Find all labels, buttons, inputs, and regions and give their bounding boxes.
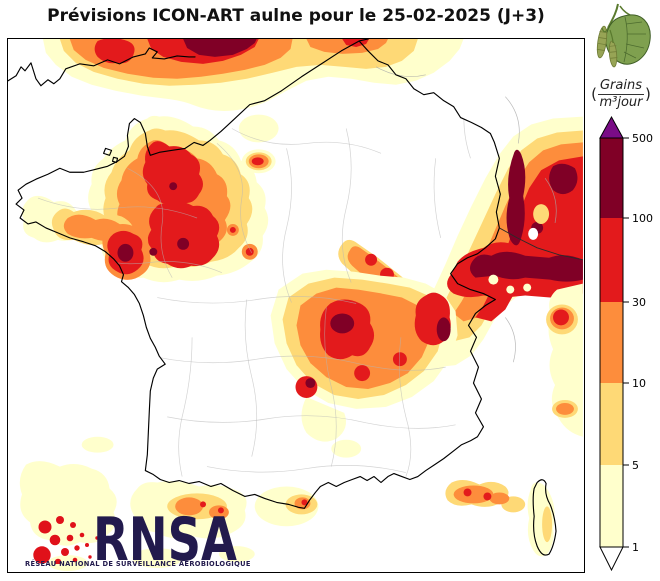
legend-tick-500: 500 [632,132,653,145]
unit-numerator: Grains [597,78,644,95]
department-borders [37,98,471,477]
channel-islands [103,147,119,163]
legend-band-1-5 [600,465,623,547]
legend-above-500-triangle [599,115,624,139]
swiss-german-border [499,227,583,261]
legend-tick-100: 100 [632,212,653,225]
legend-tick-1: 1 [632,541,639,554]
england-coastline [8,47,196,87]
unit-label: ( Grains m³jour ) [586,79,656,109]
legend-below-1-triangle [599,546,624,572]
rnsa-tagline: RÉSEAU NATIONAL DE SURVEILLANCE AÉROBIOL… [25,560,251,568]
map-frame [7,38,585,573]
unit-open-paren: ( [591,85,597,104]
unit-denominator: m³jour [599,94,643,110]
pollen-layer [19,39,583,571]
legend-tick-30: 30 [632,296,646,309]
legend-band-100-500 [600,138,623,218]
page-title: Prévisions ICON-ART aulne pour le 25-02-… [47,6,545,26]
unit-fraction: Grains m³jour [597,78,644,110]
legend-tick-10: 10 [632,377,646,390]
concentration-colorbar: 500 100 30 10 5 1 [599,115,653,572]
rnsa-logo-dots [33,516,99,564]
rnsa-logo-text: RNSA [93,506,237,564]
france-pollen-map [8,39,583,571]
corsica-outline [532,479,557,556]
legend-tick-marks [623,137,629,548]
rnsa-logo: RNSA [33,506,237,564]
legend-tick-5: 5 [632,459,639,472]
unit-close-paren: ) [645,85,651,104]
legend-band-30-100 [600,218,623,302]
legend-band-10-30 [600,302,623,383]
legend-band-5-10 [600,383,623,465]
coastline-layer [8,39,583,556]
foreign-borders [375,66,557,363]
belgian-coast [358,39,369,42]
alder-leaf-icon [596,3,651,68]
